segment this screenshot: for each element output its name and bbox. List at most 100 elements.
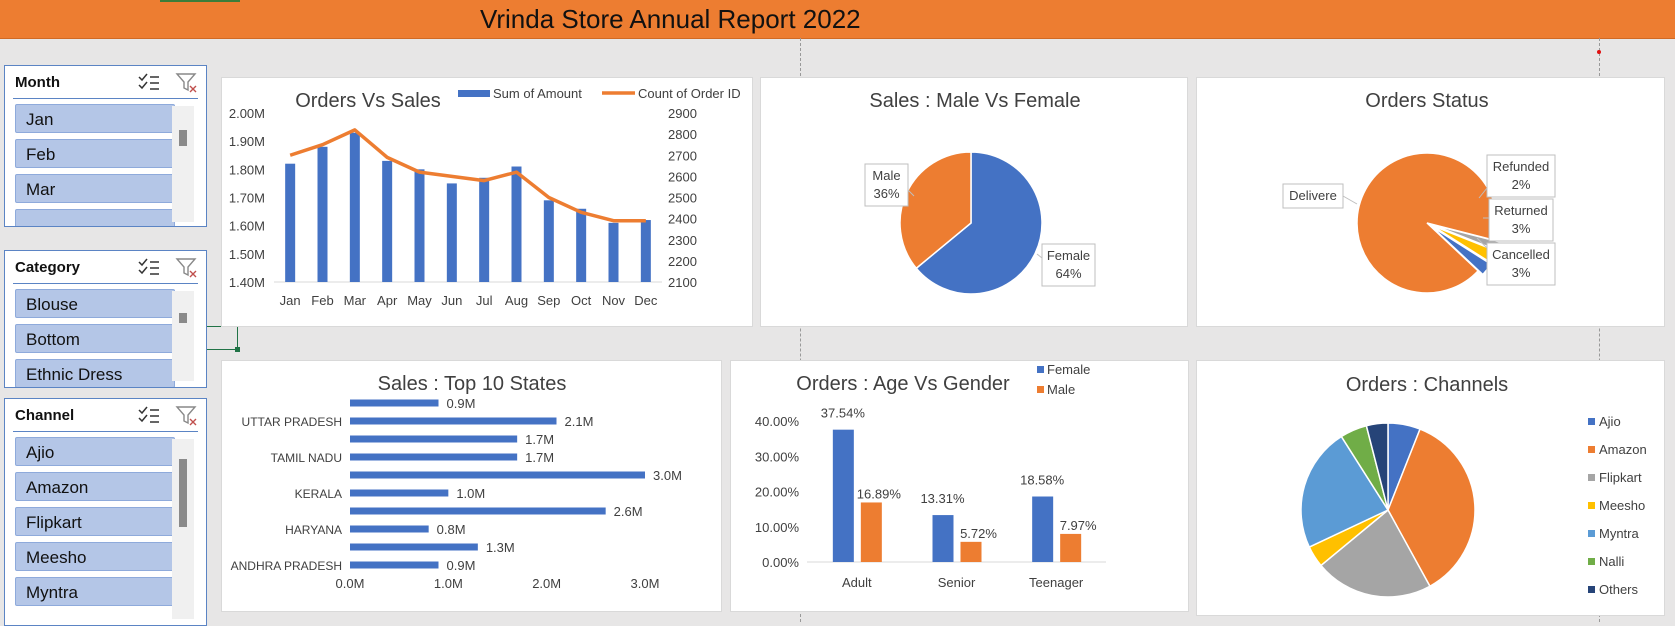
- label-returned-text: 3%: [1512, 221, 1531, 236]
- y-tick: 40.00%: [755, 414, 800, 429]
- page-break-line: [800, 38, 801, 622]
- slice-delivere: [1356, 152, 1498, 294]
- legend-label-nalli: Nalli: [1599, 554, 1624, 569]
- y-tick-right: 2300: [668, 233, 697, 248]
- chart-orders-vs-sales[interactable]: Orders Vs Sales 1.40M 1.50M 1.60M 1.70M 1.80M…: [221, 77, 753, 327]
- legend-swatch-others: [1588, 586, 1595, 593]
- scroll-thumb[interactable]: [179, 130, 187, 146]
- label-cancelled-text: 3%: [1512, 265, 1531, 280]
- slicer-scrollbar[interactable]: [172, 439, 194, 619]
- label-female-box: [1041, 243, 1096, 287]
- label-refunded-text: Refunded: [1493, 159, 1549, 174]
- slicer-item-feb[interactable]: Feb: [15, 139, 175, 168]
- scroll-thumb[interactable]: [179, 313, 187, 323]
- value-label: 1.7M: [525, 432, 554, 447]
- legend-swatch-flipkart: [1588, 474, 1595, 481]
- bar-jul: [479, 177, 490, 282]
- slicer-item-meesho[interactable]: Meesho: [15, 542, 175, 571]
- legend-label-male: Male: [1047, 382, 1075, 397]
- legend-swatch-myntra: [1588, 530, 1595, 537]
- slicer-header: Category: [13, 251, 198, 284]
- clear-filter-icon[interactable]: [175, 257, 199, 279]
- label-returned-box: [1488, 198, 1554, 242]
- leader-delivered: [1342, 195, 1358, 205]
- bar-male-adult: [860, 502, 882, 562]
- label-delivered-text: Delivere: [1289, 188, 1337, 203]
- multi-select-icon[interactable]: [137, 72, 161, 92]
- chart-age-gender[interactable]: Orders : Age Vs Gender 0.00% 10.00% 20.00% 3…: [730, 360, 1189, 612]
- x-tick: Jun: [441, 293, 462, 308]
- bar-state-9: [350, 399, 439, 407]
- state-label: ANDHRA PRADESH: [231, 559, 342, 573]
- slice-female: [915, 151, 1043, 295]
- chart-sales-gender[interactable]: Sales : Male Vs Female Female 64% Male 36%: [760, 77, 1188, 327]
- value-label: 1.3M: [486, 540, 515, 555]
- count-of-order-line: [289, 128, 646, 223]
- chart-channels[interactable]: Orders : Channels Ajio Amazon Flipkart Meesh…: [1196, 360, 1665, 616]
- label-male-text: Male: [872, 168, 900, 183]
- bar-jun: [446, 183, 457, 282]
- chart-title: Orders : Channels: [1346, 374, 1508, 396]
- legend-swatch-ajio: [1588, 418, 1595, 425]
- state-label: TAMIL NADU: [271, 451, 342, 465]
- bar-state-5: [350, 471, 645, 479]
- x-tick: Jan: [280, 293, 301, 308]
- y-tick-right: 2700: [668, 148, 697, 163]
- multi-select-icon[interactable]: [137, 257, 161, 277]
- scroll-thumb[interactable]: [179, 459, 187, 527]
- slicer-title: Category: [15, 259, 81, 276]
- y-tick-right: 2900: [668, 106, 697, 121]
- chart-title: Sales : Male Vs Female: [869, 90, 1080, 112]
- slicer-item-mar[interactable]: Mar: [15, 174, 175, 203]
- legend-label-myntra: Myntra: [1599, 526, 1640, 541]
- value-label: 0.8M: [437, 522, 466, 537]
- bar-dec: [640, 220, 651, 282]
- slicer-item-blouse[interactable]: Blouse: [15, 289, 175, 318]
- y-tick: 20.00%: [755, 485, 800, 500]
- chart-top-states[interactable]: Sales : Top 10 States 0.9M ANDHRA PRADESH 1…: [221, 360, 722, 612]
- x-tick: Apr: [377, 293, 398, 308]
- clear-filter-icon[interactable]: [175, 72, 199, 94]
- slicer-item-flipkart[interactable]: Flipkart: [15, 507, 175, 536]
- multi-select-icon[interactable]: [137, 405, 161, 425]
- slicer-item-ethnic-dress[interactable]: Ethnic Dress: [15, 359, 175, 387]
- chart-title: Orders : Age Vs Gender: [796, 373, 1010, 395]
- bar-mar: [349, 132, 360, 282]
- chart-orders-status[interactable]: Orders Status Delivere Refunded 2% Returned 3…: [1196, 77, 1665, 327]
- x-tick: Feb: [311, 293, 333, 308]
- legend-label-flipkart: Flipkart: [1599, 470, 1642, 485]
- orders-status-svg: Orders Status Delivere Refunded 2% Returned 3…: [1282, 90, 1556, 294]
- slicer-item-myntra[interactable]: Myntra: [15, 577, 175, 606]
- y-tick-left: 2.00M: [229, 106, 265, 121]
- label-cancelled-text: Cancelled: [1492, 247, 1550, 262]
- x-tick: 0.0M: [336, 576, 365, 591]
- legend-label-amazon: Amazon: [1599, 442, 1647, 457]
- slicer-header: Month: [13, 66, 198, 99]
- legend-label-female: Female: [1047, 362, 1090, 377]
- slicer-item-bottom[interactable]: Bottom: [15, 324, 175, 353]
- slicer-scrollbar[interactable]: [172, 291, 194, 381]
- label-delivered-box: [1282, 183, 1344, 209]
- selected-cell[interactable]: [206, 326, 240, 352]
- slicer-month: Month Jan Feb Mar: [4, 65, 207, 227]
- data-label: 37.54%: [821, 406, 866, 421]
- bar-male-senior: [960, 541, 982, 562]
- x-tick: Oct: [571, 293, 592, 308]
- bar-state-4: [350, 489, 449, 497]
- slicer-item-apr[interactable]: [15, 209, 175, 226]
- report-banner: Vrinda Store Annual Report 2022: [0, 0, 1675, 39]
- slicer-scrollbar[interactable]: [172, 106, 194, 222]
- bar-oct: [576, 208, 587, 282]
- bar-female-adult: [832, 429, 854, 562]
- clear-filter-icon[interactable]: [175, 405, 199, 427]
- bar-aug: [511, 166, 522, 282]
- label-refunded-box: [1486, 154, 1556, 198]
- slicer-item-amazon[interactable]: Amazon: [15, 472, 175, 501]
- slice-myntra: [1300, 435, 1390, 549]
- y-tick-right: 2800: [668, 127, 697, 142]
- slicer-item-jan[interactable]: Jan: [15, 104, 175, 133]
- sales-gender-svg: Sales : Male Vs Female Female 64% Male 36%: [864, 90, 1096, 295]
- legend-label-count: Count of Order ID: [638, 86, 741, 101]
- chart-title: Sales : Top 10 States: [378, 373, 567, 395]
- slicer-item-ajio[interactable]: Ajio: [15, 437, 175, 466]
